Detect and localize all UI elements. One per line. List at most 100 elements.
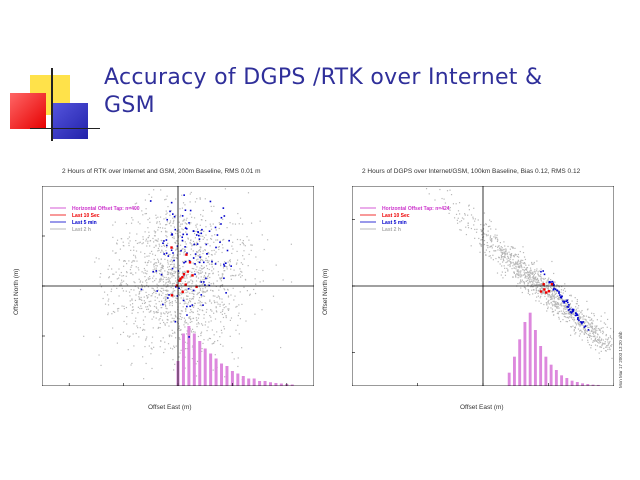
scatter-point-gray <box>567 310 569 312</box>
scatter-point-gray <box>565 302 567 304</box>
scatter-point-gray <box>558 296 561 298</box>
scatter-point-gray <box>183 292 185 294</box>
scatter-point-gray <box>201 301 203 304</box>
scatter-point-gray <box>457 210 460 212</box>
scatter-point-gray <box>137 286 139 289</box>
scatter-point-gray <box>159 322 161 325</box>
scatter-point-gray <box>489 238 491 240</box>
scatter-point-gray <box>189 270 191 272</box>
scatter-point-gray <box>144 345 146 348</box>
scatter-point-gray <box>169 268 171 271</box>
scatter-point-gray <box>510 252 513 255</box>
scatter-point-gray <box>165 230 167 232</box>
scatter-point-gray <box>166 321 168 324</box>
scatter-point-gray <box>162 251 165 253</box>
scatter-point-gray <box>163 244 165 247</box>
scatter-point-gray <box>219 305 221 307</box>
scatter-point-gray <box>178 293 180 296</box>
scatter-point-gray <box>552 311 555 313</box>
scatter-point-gray <box>136 233 138 235</box>
scatter-point-gray <box>191 267 193 270</box>
scatter-point-gray <box>483 212 486 214</box>
scatter-point-blue <box>563 302 565 304</box>
scatter-point-gray <box>161 300 163 302</box>
scatter-point-blue <box>182 299 185 302</box>
scatter-point-gray <box>118 259 121 261</box>
scatter-point-blue <box>223 265 226 267</box>
scatter-point-gray <box>551 311 553 313</box>
scatter-point-blue <box>551 280 554 283</box>
scatter-point-gray <box>578 305 580 307</box>
scatter-point-gray <box>511 267 513 270</box>
scatter-point-gray <box>562 310 565 312</box>
scatter-point-gray <box>219 336 221 338</box>
scatter-point-gray <box>223 238 225 241</box>
scatter-point-blue <box>186 252 188 254</box>
scatter-point-gray <box>219 223 221 226</box>
scatter-point-gray <box>163 218 165 220</box>
scatter-point-gray <box>221 251 223 254</box>
scatter-point-gray <box>449 209 451 211</box>
scatter-point-gray <box>173 237 175 240</box>
scatter-point-gray <box>141 302 144 305</box>
scatter-point-gray <box>188 287 191 289</box>
scatter-point-gray <box>592 340 594 342</box>
scatter-point-gray <box>175 240 178 242</box>
scatter-point-gray <box>155 306 157 308</box>
scatter-point-gray <box>189 301 192 303</box>
scatter-point-gray <box>147 219 149 221</box>
scatter-point-gray <box>604 349 607 352</box>
scatter-point-gray <box>179 352 181 354</box>
scatter-point-gray <box>201 290 203 292</box>
scatter-point-gray <box>178 292 180 294</box>
scatter-point-gray <box>523 271 525 273</box>
scatter-point-gray <box>550 279 552 281</box>
scatter-point-gray <box>525 280 528 282</box>
scatter-point-gray <box>148 217 151 219</box>
scatter-point-gray <box>446 190 449 192</box>
scatter-point-gray <box>167 312 169 315</box>
scatter-point-blue <box>184 227 187 229</box>
scatter-point-gray <box>570 314 572 316</box>
scatter-point-gray <box>137 267 139 269</box>
scatter-point-gray <box>211 310 213 312</box>
scatter-point-gray <box>145 240 147 242</box>
scatter-point-gray <box>198 255 200 257</box>
scatter-point-blue <box>580 321 582 323</box>
scatter-point-gray <box>598 339 600 341</box>
scatter-point-gray <box>204 287 207 289</box>
scatter-point-gray <box>192 250 194 252</box>
scatter-point-gray <box>132 309 135 311</box>
scatter-point-gray <box>231 274 233 277</box>
scatter-point-gray <box>160 189 162 191</box>
scatter-point-gray <box>542 277 544 280</box>
scatter-point-gray <box>209 276 211 279</box>
scatter-point-gray <box>162 312 165 314</box>
scatter-point-gray <box>185 243 187 245</box>
scatter-point-red <box>181 276 184 279</box>
scatter-point-gray <box>112 310 115 313</box>
scatter-point-gray <box>505 253 507 255</box>
scatter-point-gray <box>153 316 155 318</box>
left-scatter-plot: -0.04-0.0200.020.040.020-0.02Horizontal … <box>42 186 314 386</box>
scatter-point-gray <box>242 255 244 257</box>
scatter-point-gray <box>176 257 178 260</box>
scatter-point-gray <box>173 226 176 228</box>
scatter-point-gray <box>160 340 162 342</box>
scatter-point-gray <box>572 312 574 314</box>
scatter-point-gray <box>199 247 202 249</box>
scatter-point-gray <box>193 268 195 270</box>
scatter-point-gray <box>166 315 169 317</box>
scatter-point-gray <box>146 255 148 257</box>
scatter-point-gray <box>500 251 502 253</box>
scatter-point-gray <box>586 336 589 339</box>
scatter-point-gray <box>586 321 588 323</box>
scatter-point-gray <box>125 222 128 225</box>
scatter-point-gray <box>583 332 585 334</box>
scatter-point-gray <box>513 255 515 257</box>
scatter-point-gray <box>160 294 163 296</box>
scatter-point-gray <box>151 295 153 297</box>
scatter-point-gray <box>524 258 527 261</box>
scatter-point-gray <box>173 295 175 297</box>
scatter-point-gray <box>128 260 130 262</box>
